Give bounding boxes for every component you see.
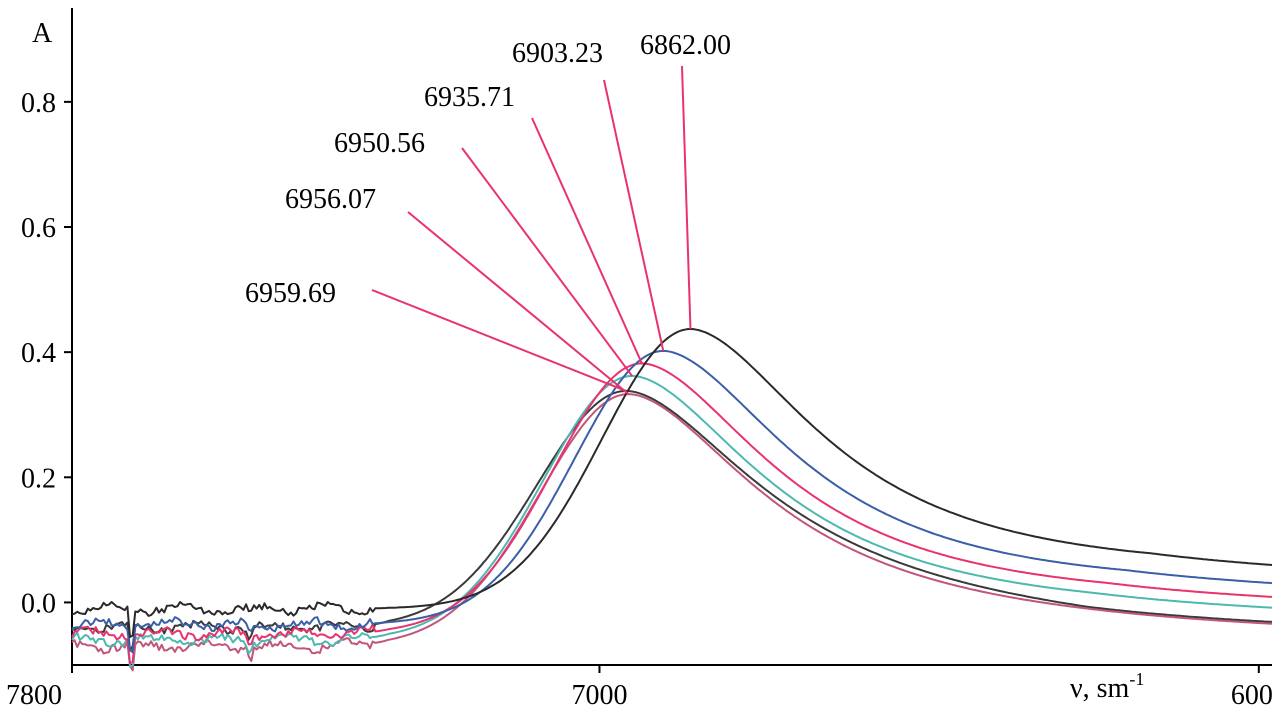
peak-label: 6950.56 (334, 128, 425, 159)
peak-leader-line (681, 65, 692, 330)
peak-leader-line (407, 211, 630, 395)
x-axis-label-superscript: -1 (1129, 669, 1144, 689)
series-line (71, 362, 1272, 665)
peak-label: 6959.69 (245, 278, 336, 309)
y-tick-label: 0.2 (21, 463, 56, 494)
peak-label: 6956.07 (285, 184, 376, 215)
x-tick-label: 7800 (6, 680, 62, 711)
series-line (71, 374, 1272, 668)
y-tick-label: 0.0 (21, 588, 56, 619)
peak-label: 6903.23 (512, 38, 603, 69)
x-tick-label: 6000 (1231, 680, 1272, 711)
y-axis-label: A (32, 18, 53, 49)
series-line (71, 349, 1272, 654)
peak-leader-line (603, 79, 665, 352)
x-axis-label-text: ν, sm (1070, 673, 1130, 704)
series-line (71, 389, 1272, 652)
peak-leader-line (461, 147, 633, 377)
peak-leader-line (531, 117, 643, 364)
series-line (71, 393, 1272, 672)
y-tick-label: 0.4 (21, 338, 56, 369)
y-tick-label: 0.8 (21, 88, 56, 119)
peak-label: 6935.71 (424, 82, 515, 113)
peak-annotations: 6959.69 6956.07 6950.56 6935.71 6903.23 6862.… (245, 30, 731, 395)
peak-leader-line (371, 289, 627, 392)
y-tick-label: 0.6 (21, 213, 56, 244)
x-axis-label: ν, sm-1 (1070, 669, 1144, 704)
peak-label: 6862.00 (640, 30, 731, 61)
axes (71, 8, 1272, 666)
series-line (71, 328, 1272, 638)
series-group (71, 328, 1272, 672)
x-tick-label: 7000 (571, 680, 627, 711)
ticks: 0.0 0.2 0.4 0.6 0.8 7800 7000 6000 (6, 88, 1272, 711)
